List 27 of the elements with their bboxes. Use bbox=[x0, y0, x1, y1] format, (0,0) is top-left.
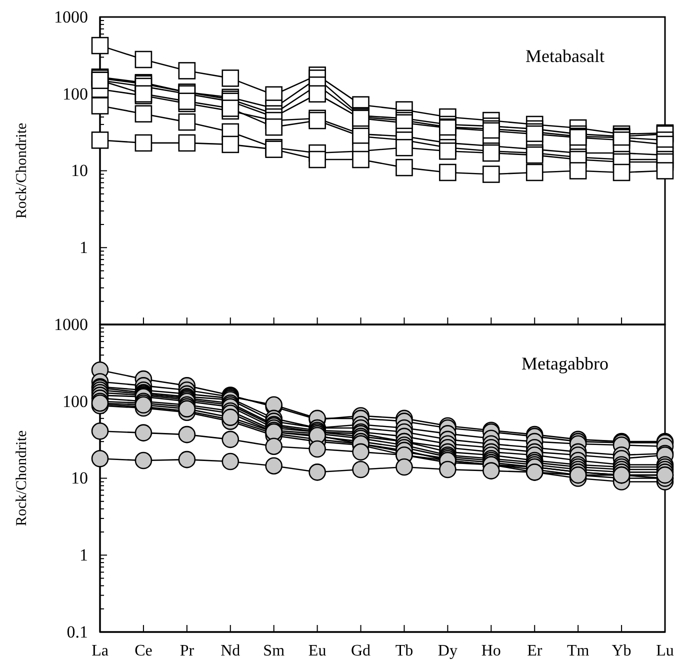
y-tick-label: 10 bbox=[71, 468, 88, 488]
x-tick-label: Yb bbox=[612, 642, 632, 660]
annotation: Metagabbro bbox=[522, 354, 608, 374]
x-tick-label: Dy bbox=[438, 642, 458, 660]
x-tick-label: Gd bbox=[350, 642, 371, 660]
y-axis-title: Rock/Chondrite bbox=[14, 122, 30, 219]
x-tick-label: La bbox=[92, 642, 108, 660]
x-tick-label: Lu bbox=[656, 642, 674, 660]
x-tick-label: Ho bbox=[481, 642, 501, 660]
y-tick-label: 100 bbox=[62, 392, 88, 411]
y-tick-label: 0.1 bbox=[66, 622, 88, 642]
y-tick-label: 1000 bbox=[54, 314, 88, 334]
y-tick-label: 100 bbox=[62, 84, 88, 104]
y-axis-title: Rock/Chondrite bbox=[14, 430, 30, 526]
x-tick-label: Sm bbox=[263, 642, 286, 660]
annotation: Metabasalt bbox=[526, 46, 604, 66]
y-tick-label: 1 bbox=[80, 238, 88, 258]
x-tick-label: Eu bbox=[308, 642, 326, 660]
x-tick-label: Ce bbox=[134, 642, 152, 660]
x-tick-label: Er bbox=[527, 642, 543, 660]
x-tick-label: Pr bbox=[180, 642, 195, 660]
y-tick-label: 10 bbox=[71, 161, 88, 180]
x-tick-label: Tm bbox=[566, 642, 590, 660]
y-tick-label: 1000 bbox=[54, 7, 88, 26]
y-tick-label: 1 bbox=[80, 546, 88, 565]
x-tick-label: Tb bbox=[395, 642, 414, 660]
x-tick-label: Nd bbox=[220, 642, 240, 660]
